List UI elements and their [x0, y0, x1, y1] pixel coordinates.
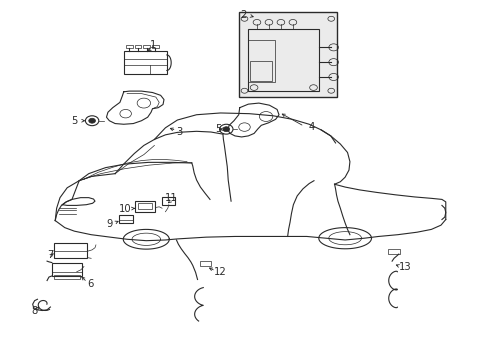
Bar	[138, 203, 152, 209]
Text: 6: 6	[87, 279, 93, 289]
Text: 8: 8	[31, 306, 38, 316]
Text: 11: 11	[165, 193, 178, 203]
Bar	[52, 262, 81, 276]
Circle shape	[89, 118, 95, 123]
Text: 2: 2	[240, 10, 246, 20]
Bar	[248, 40, 274, 82]
Text: 9: 9	[106, 220, 112, 229]
Bar	[126, 45, 133, 48]
Bar	[248, 30, 319, 91]
Bar	[152, 45, 159, 48]
Bar	[238, 13, 336, 97]
Bar	[135, 45, 141, 48]
Text: 12: 12	[214, 267, 226, 278]
Bar	[135, 201, 155, 212]
Text: 3: 3	[176, 127, 183, 138]
Bar	[387, 249, 399, 254]
Text: 7: 7	[47, 250, 54, 260]
Circle shape	[223, 127, 229, 132]
Bar	[54, 275, 80, 279]
Text: 1: 1	[150, 40, 156, 50]
Bar	[119, 215, 133, 223]
Bar	[200, 261, 210, 266]
Text: 4: 4	[308, 122, 314, 132]
Bar	[54, 243, 87, 258]
Bar	[143, 45, 150, 48]
Bar	[250, 61, 271, 81]
Text: 10: 10	[118, 204, 131, 214]
Text: 5: 5	[215, 124, 221, 134]
Bar	[162, 197, 175, 205]
Text: 13: 13	[398, 262, 410, 273]
Text: 5: 5	[71, 116, 78, 126]
Bar	[123, 51, 166, 74]
